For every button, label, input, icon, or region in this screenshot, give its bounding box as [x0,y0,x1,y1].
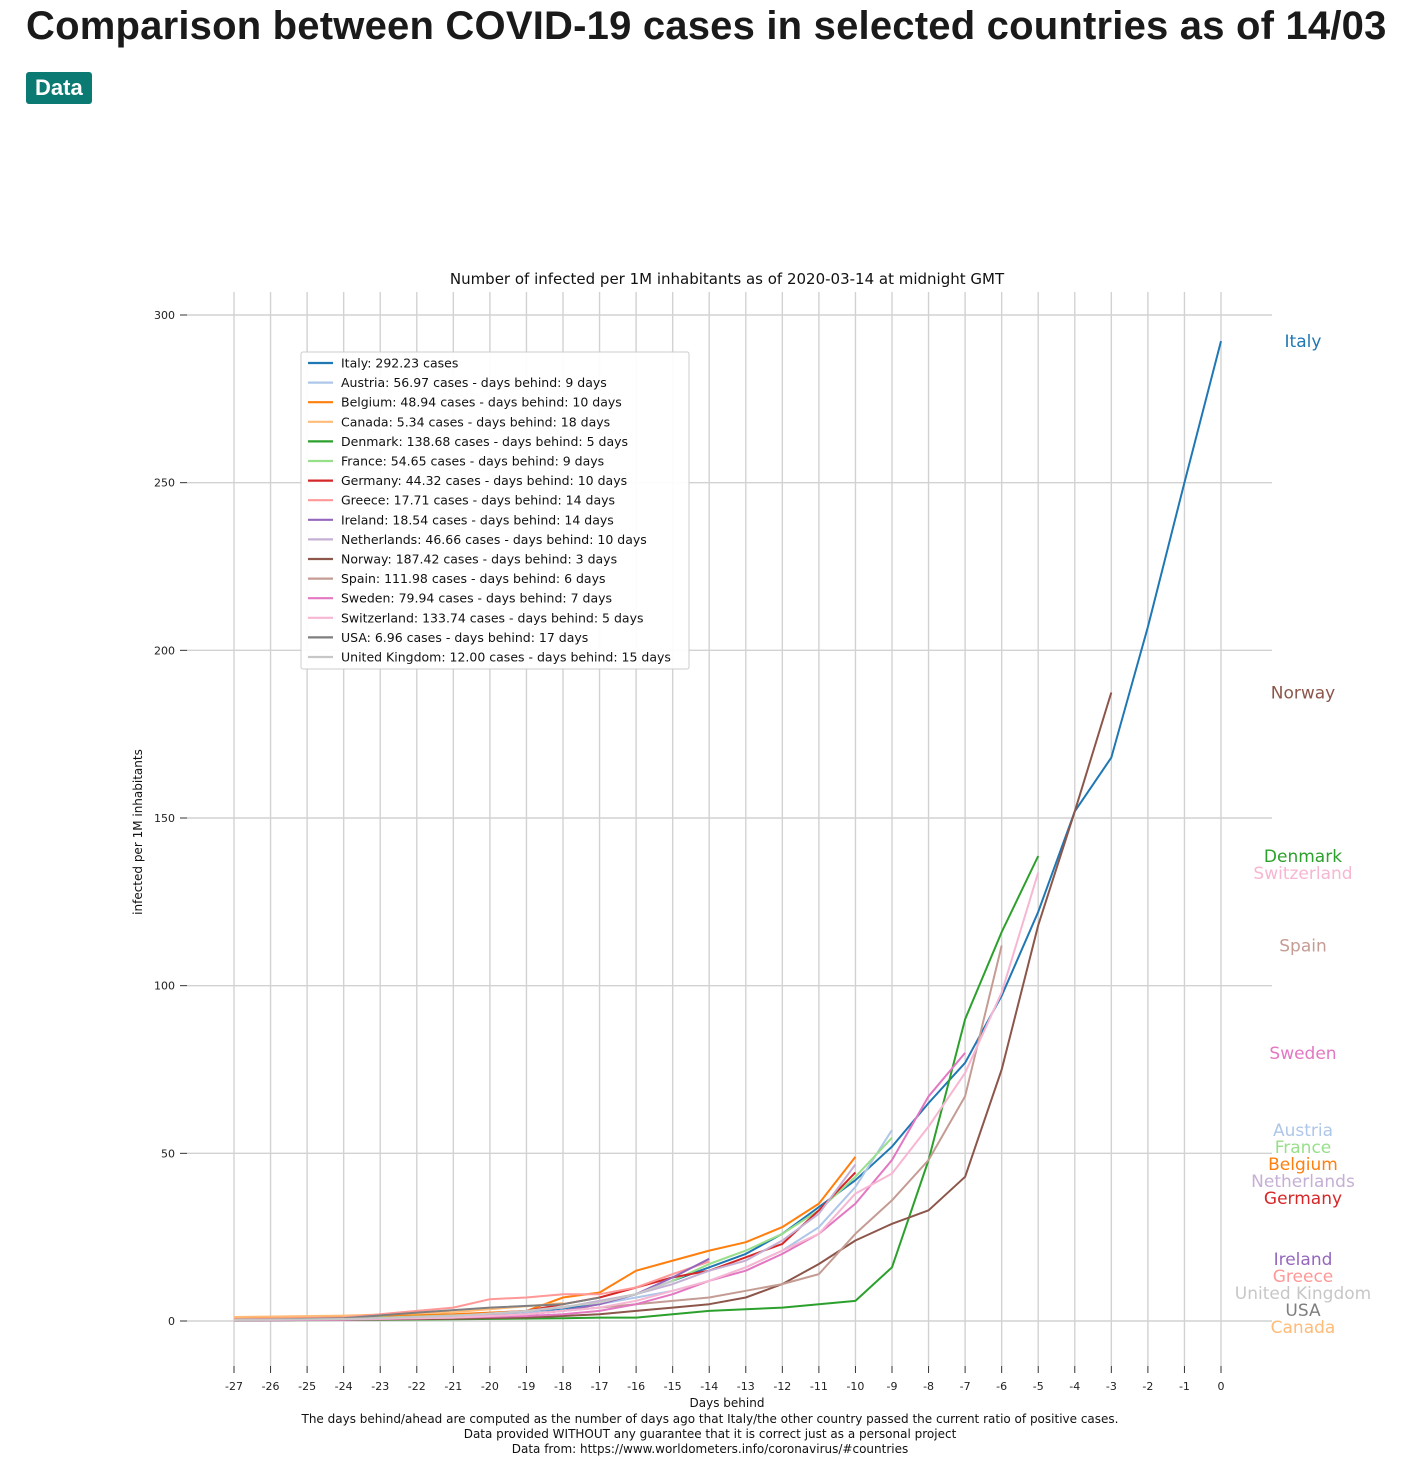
legend-entry: Germany: 44.32 cases - days behind: 10 d… [341,473,627,488]
x-tick-label: -26 [262,1380,280,1393]
x-tick-label: -27 [225,1380,243,1393]
y-tick-label: 0 [168,1315,175,1328]
end-label-switzerland: Switzerland [1253,864,1352,884]
x-tick-label: -3 [1106,1380,1117,1393]
series-line-denmark [233,855,1040,1322]
x-tick-label: -8 [923,1380,934,1393]
x-tick-label: -7 [960,1380,971,1393]
footnote-disclaimer: Data provided WITHOUT any guarantee that… [464,1427,957,1441]
footnote-method: The days behind/ahead are computed as th… [301,1412,1119,1426]
x-tick-label: -6 [996,1380,1007,1393]
x-tick-label: -19 [517,1380,535,1393]
x-tick-label: -23 [371,1380,389,1393]
end-label-denmark: Denmark [1264,847,1342,867]
x-tick-label: -21 [444,1380,462,1393]
series-line-united-kingdom [233,1279,674,1321]
legend-entry: Sweden: 79.94 cases - days behind: 7 day… [341,591,612,606]
end-label-germany: Germany [1264,1189,1342,1209]
legend-entry: Belgium: 48.94 cases - days behind: 10 d… [341,395,622,410]
x-tick-label: -13 [737,1380,755,1393]
end-label-france: France [1275,1138,1332,1158]
legend-entry: Netherlands: 46.66 cases - days behind: … [341,532,647,547]
x-tick-label: -5 [1033,1380,1044,1393]
legend-entry: Switzerland: 133.74 cases - days behind:… [341,610,643,625]
chart-legend: Italy: 292.23 cases Austria: 56.97 cases … [300,351,690,670]
end-label-greece: Greece [1273,1267,1334,1287]
series-line-germany [233,1171,857,1321]
end-label-italy: Italy [1285,332,1322,352]
y-tick-label: 150 [154,812,175,825]
y-tick-label: 100 [154,980,175,993]
legend-entry: Spain: 111.98 cases - days behind: 6 day… [341,571,606,586]
legend-entry: Canada: 5.34 cases - days behind: 18 day… [341,414,610,429]
legend-entry: United Kingdom: 12.00 cases - days behin… [341,650,671,665]
x-tick-label: -17 [591,1380,609,1393]
category-badge[interactable]: Data [26,72,92,104]
x-tick-label: -2 [1142,1380,1153,1393]
legend-entry: Denmark: 138.68 cases - days behind: 5 d… [341,434,628,449]
y-tick-label: 200 [154,644,175,657]
x-tick-label: -14 [700,1380,718,1393]
end-label-norway: Norway [1271,684,1336,704]
series-line-spain [233,945,1003,1321]
x-axis-label: Days behind [690,1396,765,1410]
end-label-spain: Spain [1279,936,1327,956]
x-tick-label: -24 [335,1380,353,1393]
end-label-sweden: Sweden [1269,1044,1336,1064]
x-tick-label: -16 [627,1380,645,1393]
end-label-united-kingdom: United Kingdom [1235,1284,1371,1304]
series-line-switzerland [233,872,1040,1321]
x-tick-label: -11 [810,1380,828,1393]
x-tick-label: -4 [1069,1380,1080,1393]
x-tick-label: -15 [664,1380,682,1393]
x-tick-label: -9 [887,1380,898,1393]
x-tick-label: -12 [773,1380,791,1393]
series-line-greece [233,1260,710,1321]
chart-title: Number of infected per 1M inhabitants as… [450,270,1005,288]
x-tick-label: -10 [846,1380,864,1393]
legend-entry: Greece: 17.71 cases - days behind: 14 da… [341,493,615,508]
end-label-austria: Austria [1273,1121,1333,1141]
legend-box [300,351,690,670]
legend-entry: Italy: 292.23 cases [341,356,458,371]
legend-entry: Norway: 187.42 cases - days behind: 3 da… [341,552,617,567]
x-tick-label: 0 [1218,1380,1225,1393]
y-tick-label: 50 [161,1147,175,1160]
x-tick-label: -22 [408,1380,426,1393]
y-axis-label: infected per 1M inhabitants [131,749,145,915]
end-label-netherlands: Netherlands [1251,1172,1355,1192]
legend-entry: Austria: 56.97 cases - days behind: 9 da… [341,375,607,390]
y-tick-label: 250 [154,477,175,490]
end-label-usa: USA [1285,1301,1321,1321]
chart-series-lines [233,340,1222,1322]
page-title: Comparison between COVID-19 cases in sel… [26,4,1387,48]
x-tick-label: -18 [554,1380,572,1393]
series-line-norway [233,692,1113,1322]
x-tick-label: -1 [1179,1380,1190,1393]
end-label-canada: Canada [1271,1318,1336,1338]
legend-entry: USA: 6.96 cases - days behind: 17 days [341,630,588,645]
x-tick-label: -25 [298,1380,316,1393]
chart-axes: -27 -26 -25 -24 -23 -22 -21 -20 -19 -18 -17 -16 -15-… [154,309,1225,1393]
end-label-belgium: Belgium [1268,1155,1338,1175]
y-tick-label: 300 [154,309,175,322]
legend-entry: France: 54.65 cases - days behind: 9 day… [341,454,604,469]
end-label-ireland: Ireland [1274,1250,1333,1270]
legend-entry: Ireland: 18.54 cases - days behind: 14 d… [341,512,614,527]
x-tick-label: -20 [481,1380,499,1393]
footnote-source: Data from: https://www.worldometers.info… [512,1442,909,1456]
series-line-belgium [234,1156,857,1319]
